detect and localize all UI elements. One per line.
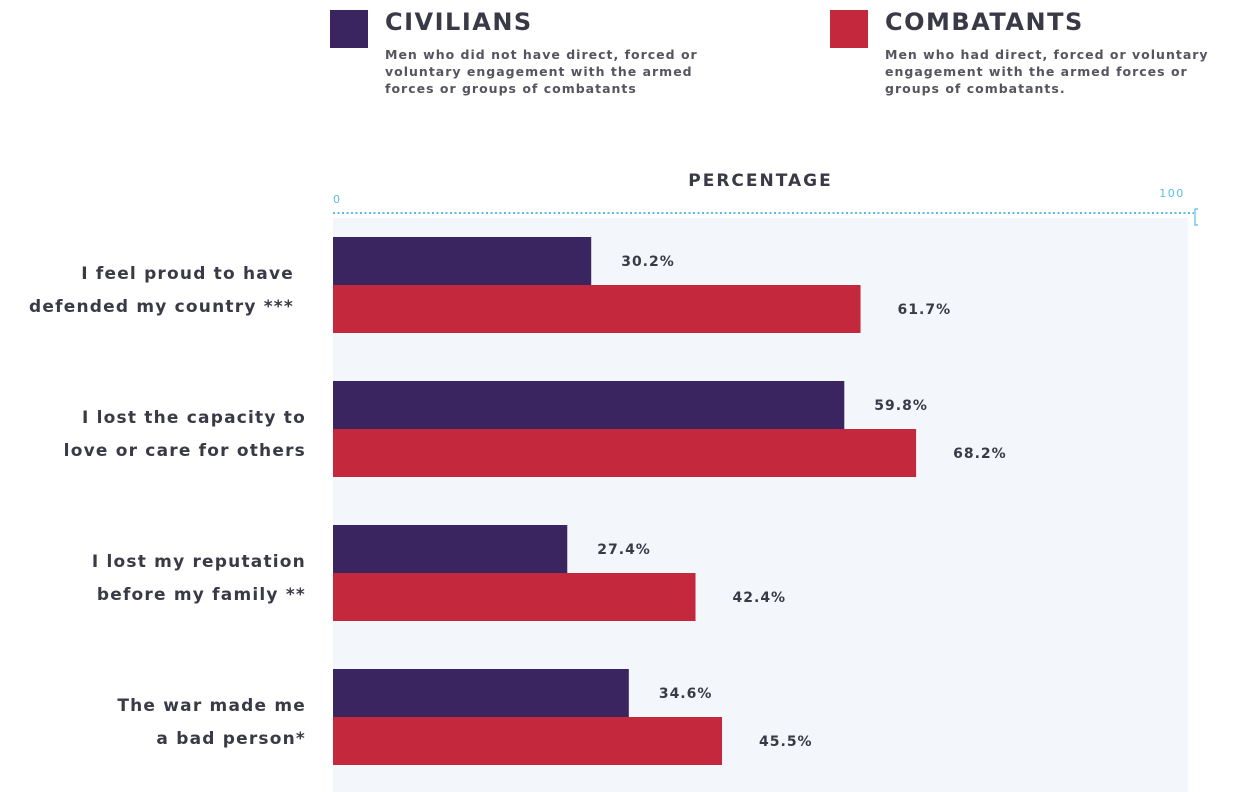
category-label-line: love or care for others <box>64 441 306 461</box>
bar-combatants-1 <box>333 285 861 333</box>
bar-combatants-2 <box>333 429 917 477</box>
bar-combatants-3 <box>333 573 696 621</box>
bar-civilians-4 <box>333 669 629 717</box>
value-label-combatants-1: 61.7% <box>898 302 952 318</box>
bar-civilians-1 <box>333 237 592 285</box>
legend-title-combatants: COMBATANTS <box>885 8 1084 36</box>
value-label-combatants-2: 68.2% <box>953 446 1007 462</box>
category-label-line: defended my country *** <box>29 297 294 317</box>
bar-civilians-2 <box>333 381 845 429</box>
legend-swatch-civilians <box>330 10 368 48</box>
legend-swatch-combatants <box>830 10 868 48</box>
value-label-combatants-4: 45.5% <box>759 734 813 750</box>
legend-description-civilians: Men who did not have direct, forced or v… <box>385 47 698 96</box>
axis-end-bracket <box>1194 208 1198 226</box>
category-label-1: I feel proud to have defended my country … <box>29 264 294 317</box>
category-label-line: I feel proud to have <box>81 264 294 284</box>
category-label-line: The war made me <box>117 696 306 716</box>
category-label-3: I lost my reputation before my family ** <box>92 552 306 605</box>
category-label-4: The war made me a bad person* <box>117 696 306 749</box>
bar-civilians-3 <box>333 525 568 573</box>
axis-title: PERCENTAGE <box>688 171 832 191</box>
category-label-line: a bad person* <box>156 729 306 749</box>
value-label-civilians-2: 59.8% <box>874 398 928 414</box>
legend-title-civilians: CIVILIANS <box>385 8 533 36</box>
value-label-combatants-3: 42.4% <box>733 590 787 606</box>
value-label-civilians-4: 34.6% <box>659 686 713 702</box>
axis-tick-label-0: 0 <box>333 193 341 206</box>
category-label-line: I lost my reputation <box>92 552 306 572</box>
axis-tick-label-100: 100 <box>1159 187 1185 200</box>
category-label-2: I lost the capacity to love or care for o… <box>64 408 306 461</box>
value-label-civilians-3: 27.4% <box>597 542 651 558</box>
bar-combatants-4 <box>333 717 723 765</box>
category-label-line: before my family ** <box>97 585 306 605</box>
value-label-civilians-1: 30.2% <box>621 254 675 270</box>
legend-description-combatants: Men who had direct, forced or voluntary … <box>885 47 1209 96</box>
category-label-line: I lost the capacity to <box>82 408 306 428</box>
